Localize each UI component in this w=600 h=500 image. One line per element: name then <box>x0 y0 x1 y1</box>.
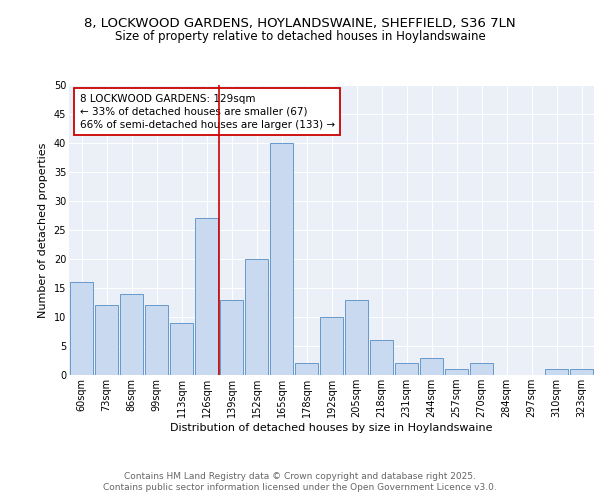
Bar <box>120 294 143 375</box>
Bar <box>170 323 193 375</box>
Bar <box>220 300 243 375</box>
Bar <box>195 218 218 375</box>
Bar <box>95 306 118 375</box>
Text: Contains HM Land Registry data © Crown copyright and database right 2025.
Contai: Contains HM Land Registry data © Crown c… <box>103 472 497 492</box>
Bar <box>70 282 93 375</box>
Bar <box>270 143 293 375</box>
Text: 8, LOCKWOOD GARDENS, HOYLANDSWAINE, SHEFFIELD, S36 7LN: 8, LOCKWOOD GARDENS, HOYLANDSWAINE, SHEF… <box>84 18 516 30</box>
Bar <box>295 364 318 375</box>
Bar <box>245 259 268 375</box>
Bar <box>545 369 568 375</box>
Y-axis label: Number of detached properties: Number of detached properties <box>38 142 48 318</box>
Bar <box>570 369 593 375</box>
Bar <box>145 306 168 375</box>
Bar <box>320 317 343 375</box>
X-axis label: Distribution of detached houses by size in Hoylandswaine: Distribution of detached houses by size … <box>170 423 493 433</box>
Text: 8 LOCKWOOD GARDENS: 129sqm
← 33% of detached houses are smaller (67)
66% of semi: 8 LOCKWOOD GARDENS: 129sqm ← 33% of deta… <box>79 94 335 130</box>
Bar <box>420 358 443 375</box>
Text: Size of property relative to detached houses in Hoylandswaine: Size of property relative to detached ho… <box>115 30 485 43</box>
Bar <box>395 364 418 375</box>
Bar <box>345 300 368 375</box>
Bar <box>470 364 493 375</box>
Bar <box>445 369 468 375</box>
Bar <box>370 340 393 375</box>
